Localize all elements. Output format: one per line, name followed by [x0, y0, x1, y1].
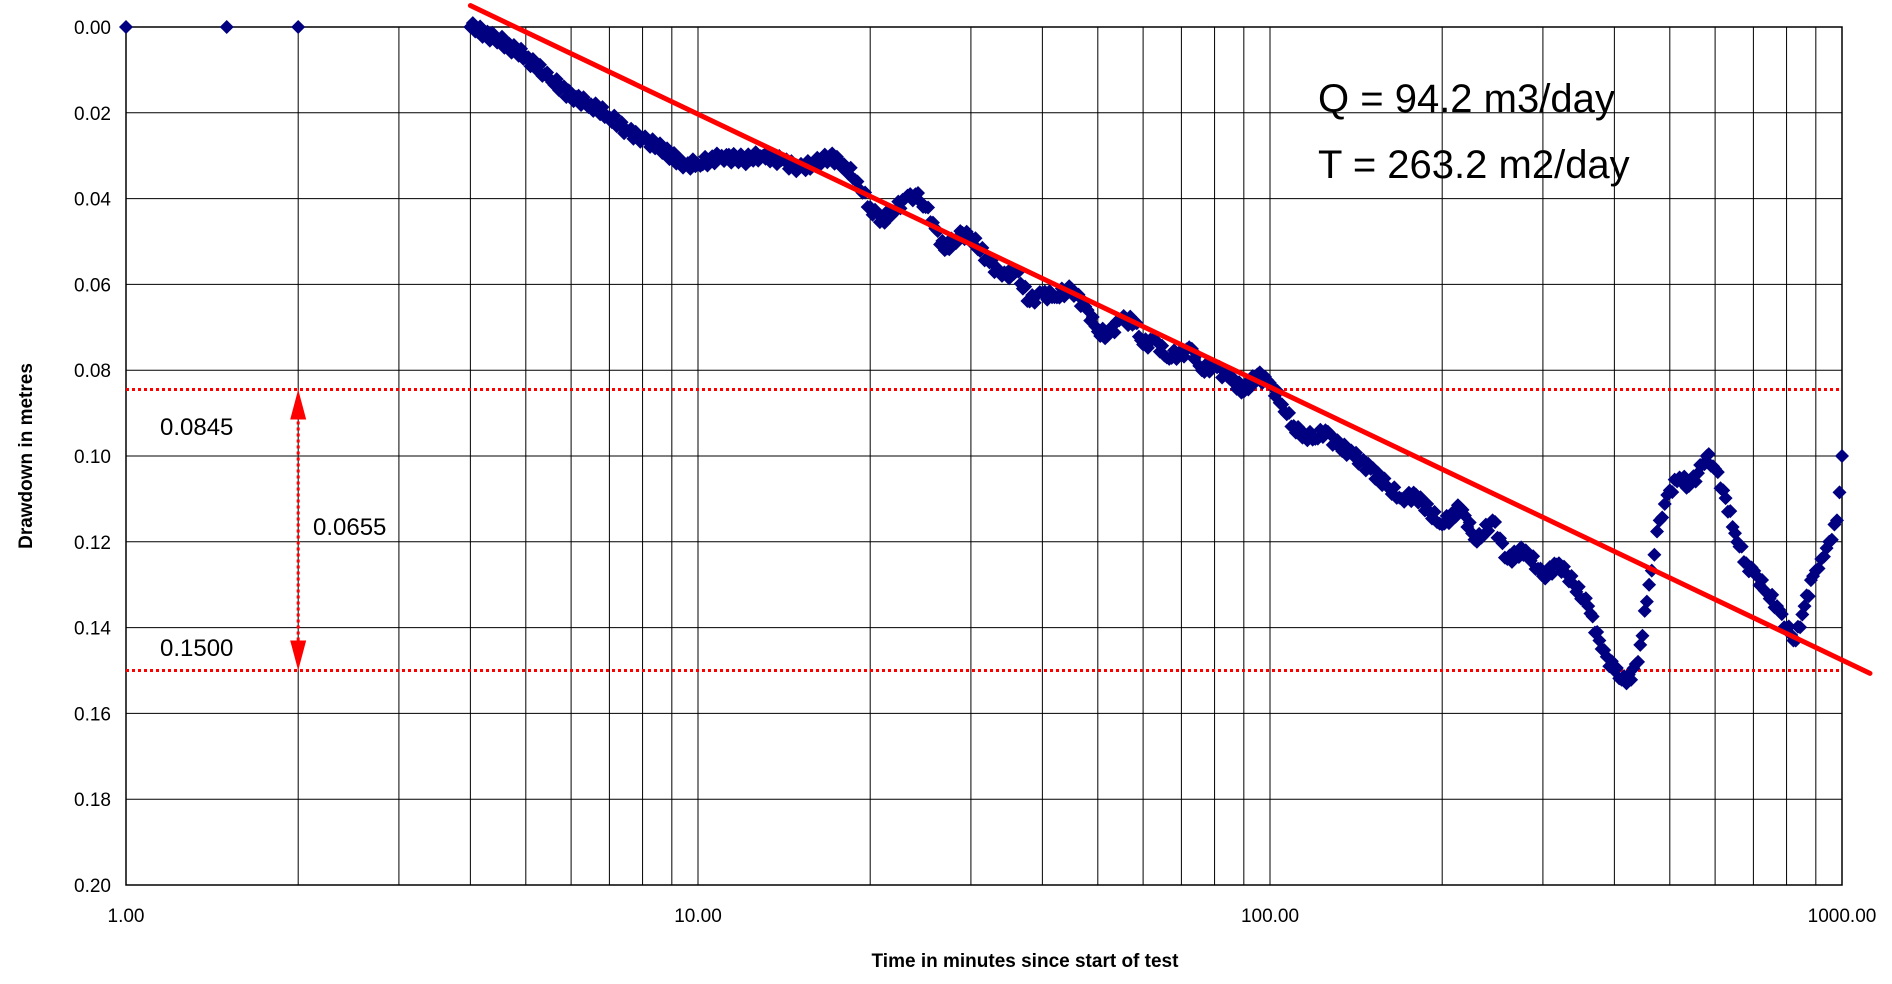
data-point: [1107, 325, 1122, 340]
data-point: [1832, 485, 1847, 500]
data-point: [1637, 603, 1652, 618]
data-point: [921, 200, 936, 215]
data-point: [291, 20, 306, 34]
data-point: [1734, 539, 1749, 554]
flow-rate-annotation: Q = 94.2 m3/day: [1318, 77, 1615, 121]
data-point: [1639, 594, 1654, 609]
tick-labels: 0.00 0.02 0.04 0.06 0.08 0.10 0.12 0.14 0.16 0.18…: [74, 18, 1876, 927]
data-point: [1642, 577, 1657, 592]
data-point: [1747, 563, 1762, 578]
upper-drawdown-label: 0.0845: [160, 414, 233, 441]
x-tick-label: 1000.00: [1808, 906, 1877, 927]
data-point: [1795, 607, 1810, 622]
y-tick-label: 0.00: [74, 18, 111, 39]
data-point: [533, 57, 548, 72]
arrow-head-down: [290, 640, 307, 671]
data-point: [219, 20, 234, 34]
data-point: [1609, 661, 1624, 676]
data-point: [540, 65, 555, 80]
data-point: [1723, 504, 1738, 519]
difference-arrow-layer: [290, 389, 307, 671]
y-tick-label: 0.02: [74, 104, 111, 125]
data-point: [1665, 485, 1680, 500]
data-point: [1282, 405, 1297, 420]
data-point: [1655, 510, 1670, 525]
y-tick-label: 0.16: [74, 704, 111, 725]
data-point: [1013, 276, 1028, 291]
y-tick-label: 0.10: [74, 447, 111, 468]
reference-lines: [126, 388, 1842, 672]
data-point: [525, 51, 540, 66]
data-point: [1018, 279, 1033, 294]
data-point: [1765, 587, 1780, 602]
data-point: [1688, 474, 1703, 489]
data-point: [514, 41, 529, 56]
data-point: [1628, 657, 1643, 672]
data-point: [848, 173, 863, 188]
data-point: [1526, 549, 1541, 564]
lower-drawdown-label: 0.1500: [160, 635, 233, 662]
data-point: [1793, 620, 1808, 635]
data-point: [1710, 465, 1725, 480]
data-point: [1495, 536, 1510, 551]
data-point: [1635, 628, 1650, 643]
trend-line: [467, 3, 1873, 676]
x-tick-label: 10.00: [674, 906, 722, 927]
y-tick-label: 0.04: [74, 190, 111, 211]
data-point: [1725, 519, 1740, 534]
drawdown-difference-label: 0.0655: [313, 514, 386, 541]
data-point: [1545, 566, 1560, 581]
x-axis-title: Time in minutes since start of test: [872, 951, 1180, 972]
data-point: [473, 19, 488, 34]
data-point: [1701, 447, 1716, 462]
data-point: [1824, 532, 1839, 547]
data-point: [1755, 572, 1770, 587]
data-point: [1564, 569, 1579, 584]
x-tick-label: 100.00: [1241, 906, 1299, 927]
data-point: [1585, 609, 1600, 624]
data-point: [1450, 498, 1465, 513]
data-point: [119, 20, 133, 34]
data-point: [1592, 633, 1607, 648]
transmissivity-annotation: T = 263.2 m2/day: [1318, 143, 1630, 187]
data-point: [733, 147, 748, 162]
data-point: [1774, 607, 1789, 622]
data-point: [968, 231, 983, 246]
data-point: [1803, 573, 1818, 588]
y-tick-label: 0.14: [74, 619, 111, 640]
data-point: [1650, 524, 1665, 539]
y-axis-title: Drawdown in metres: [16, 363, 37, 549]
y-tick-label: 0.06: [74, 275, 111, 296]
data-point: [1571, 579, 1586, 594]
data-point: [1387, 480, 1402, 495]
arrow-head-up: [290, 389, 307, 420]
data-point: [614, 115, 629, 130]
data-point: [1718, 491, 1733, 506]
data-point: [1578, 591, 1593, 606]
y-tick-label: 0.18: [74, 790, 111, 811]
data-point: [1427, 504, 1442, 519]
data-point: [1801, 589, 1816, 604]
grid: [125, 26, 1843, 886]
data-point: [1420, 496, 1435, 511]
y-tick-label: 0.08: [74, 361, 111, 382]
data-point: [1488, 514, 1503, 529]
data-point: [1155, 338, 1170, 353]
data-point: [1713, 481, 1728, 496]
data-point: [1624, 672, 1639, 687]
data-point: [1811, 561, 1826, 576]
trend-line-layer: [467, 3, 1873, 676]
data-point: [1462, 515, 1477, 530]
data-point: [843, 160, 858, 175]
data-point: [1647, 547, 1662, 562]
y-tick-label: 0.20: [74, 876, 111, 897]
data-point: [1835, 449, 1849, 463]
y-tick-label: 0.12: [74, 533, 111, 554]
data-point: [1377, 471, 1392, 486]
x-tick-label: 1.00: [108, 906, 145, 927]
data-point: [1827, 517, 1842, 532]
data-point: [1455, 502, 1470, 517]
